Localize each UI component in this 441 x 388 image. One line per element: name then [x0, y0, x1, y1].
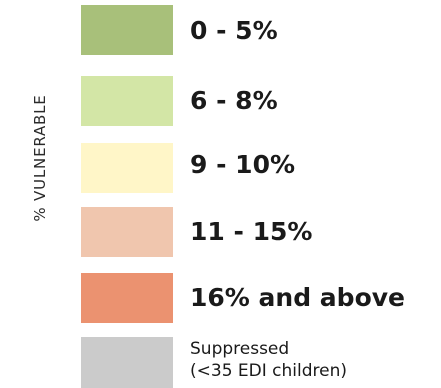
- legend-swatch-9-10: [81, 143, 173, 193]
- legend-swatch-suppressed: [81, 337, 173, 388]
- legend-label-suppressed-line2: (<35 EDI children): [190, 361, 348, 381]
- legend-label-9-10: 9 - 10%: [190, 150, 296, 179]
- legend-label-suppressed-line1: Suppressed: [190, 339, 290, 359]
- legend-swatch-6-8: [81, 76, 173, 126]
- legend-title: % VULNERABLE: [31, 94, 49, 222]
- legend-swatch-0-5: [81, 5, 173, 55]
- legend-swatch-11-15: [81, 207, 173, 257]
- legend-label-16-above: 16% and above: [190, 283, 406, 312]
- legend-label-11-15: 11 - 15%: [190, 217, 313, 246]
- legend-swatch-16-above: [81, 273, 173, 323]
- legend-label-0-5: 0 - 5%: [190, 16, 278, 45]
- legend-label-6-8: 6 - 8%: [190, 86, 278, 115]
